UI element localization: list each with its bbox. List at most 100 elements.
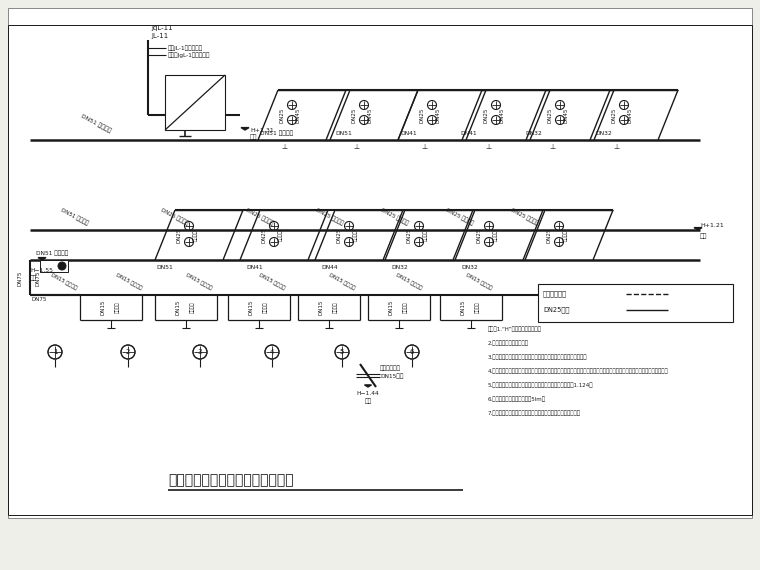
Polygon shape	[365, 385, 372, 387]
Text: DN44: DN44	[321, 265, 338, 270]
Text: 至八层JgL-1接水管接水: 至八层JgL-1接水管接水	[168, 52, 211, 58]
Text: DN25: DN25	[407, 227, 411, 243]
Text: 有质管道: 有质管道	[423, 229, 427, 241]
Text: ⊥: ⊥	[281, 144, 287, 150]
Bar	[538, 284, 733, 322]
Text: DN25接用: DN25接用	[543, 307, 569, 314]
Text: 2.地图说明详见给水总图；: 2.地图说明详见给水总图；	[488, 340, 529, 345]
Text: JL-11: JL-11	[151, 33, 168, 39]
Text: JqL-11: JqL-11	[151, 25, 173, 31]
Text: DN25 有质管道: DN25 有质管道	[445, 207, 474, 226]
Text: DN15 有质管道: DN15 有质管道	[115, 272, 143, 290]
Text: 检测: 检测	[364, 398, 372, 404]
Text: 有质管道: 有质管道	[353, 229, 357, 241]
Text: 3.卫生间内的高温消火同时局部射流安装各层完成面局部射流标准；: 3.卫生间内的高温消火同时局部射流安装各层完成面局部射流标准；	[488, 354, 587, 360]
Text: H−1.44: H−1.44	[356, 391, 379, 396]
Text: 冷热水共用表: 冷热水共用表	[543, 291, 567, 298]
Text: 检测: 检测	[250, 134, 258, 140]
Text: 7.由于用房尺寸，定位标注与平面图中盈入同，以大样图为准。: 7.由于用房尺寸，定位标注与平面图中盈入同，以大样图为准。	[488, 410, 581, 416]
Text: 3: 3	[198, 349, 202, 355]
Text: ⊥: ⊥	[549, 144, 555, 150]
Text: DN41: DN41	[400, 131, 416, 136]
Text: DN45: DN45	[563, 107, 568, 123]
Text: DN25: DN25	[546, 227, 552, 243]
Circle shape	[58, 262, 66, 270]
Text: DN32: DN32	[391, 265, 408, 270]
Text: DN41: DN41	[247, 265, 264, 270]
Text: DN15 有质管道: DN15 有质管道	[50, 272, 78, 290]
Text: DN15: DN15	[318, 300, 324, 315]
Text: DN25: DN25	[420, 107, 425, 123]
Text: DN25: DN25	[176, 227, 182, 243]
Text: DN15: DN15	[100, 300, 106, 315]
Text: 有质管道: 有质管道	[333, 302, 337, 314]
Text: ⊥: ⊥	[421, 144, 427, 150]
Text: DN45: DN45	[628, 107, 632, 123]
Text: 有质管道: 有质管道	[189, 302, 195, 314]
Text: DN25: DN25	[280, 107, 284, 123]
Text: H+1.31: H+1.31	[250, 128, 274, 132]
Text: DN51: DN51	[335, 131, 352, 136]
Text: DN25: DN25	[547, 107, 553, 123]
Text: DN32: DN32	[461, 265, 478, 270]
Text: DN25: DN25	[261, 227, 267, 243]
Text: DN51 有质管道: DN51 有质管道	[80, 113, 112, 134]
Text: 二～八层卫生间给水系统图（二）: 二～八层卫生间给水系统图（二）	[168, 473, 293, 487]
Text: 有质管道: 有质管道	[192, 229, 198, 241]
Bar	[165, 75, 225, 130]
Text: DN25 有质管道: DN25 有质管道	[315, 207, 344, 226]
Text: DN25 有质管道: DN25 有质管道	[510, 207, 540, 226]
Text: 4.给水管在室内明装，管道处处如需要管道安装折算，如需大与图示下不符应，不需要不符，应可以根据实际情况各自一面面: 4.给水管在室内明装，管道处处如需要管道安装折算，如需大与图示下不符应，不需要不…	[488, 368, 669, 373]
Text: ⊥: ⊥	[353, 144, 359, 150]
Text: DN15 有质管道: DN15 有质管道	[185, 272, 213, 290]
Text: DN75: DN75	[35, 270, 40, 286]
Text: DN15 有质管道: DN15 有质管道	[328, 272, 356, 290]
Text: DN32: DN32	[595, 131, 612, 136]
Text: DN41: DN41	[460, 131, 477, 136]
Text: 6.卫生间水管水平标高不小于5lm。: 6.卫生间水管水平标高不小于5lm。	[488, 396, 546, 402]
Text: DN25 有质管道: DN25 有质管道	[160, 207, 189, 226]
Bar	[40, 260, 68, 272]
Text: 有质管道: 有质管道	[277, 229, 283, 241]
Text: 有质管道: 有质管道	[492, 229, 498, 241]
Text: DN25: DN25	[351, 107, 356, 123]
Text: ⊥: ⊥	[613, 144, 619, 150]
Text: DN45: DN45	[368, 107, 372, 123]
Text: DN75: DN75	[17, 270, 22, 286]
Text: 有质管道: 有质管道	[562, 229, 568, 241]
Text: DN15: DN15	[388, 300, 394, 315]
Text: DN25: DN25	[477, 227, 482, 243]
Polygon shape	[241, 128, 249, 130]
Text: 5.给水支管尺寸设计图中已注明者外，均采用说明标注尺寸1.124。: 5.给水支管尺寸设计图中已注明者外，均采用说明标注尺寸1.124。	[488, 382, 594, 388]
Text: H+1.21: H+1.21	[700, 223, 724, 228]
Text: 5: 5	[340, 349, 344, 355]
Text: DN15 有质管道: DN15 有质管道	[465, 272, 492, 290]
Text: DN15: DN15	[249, 300, 254, 315]
Polygon shape	[38, 258, 46, 260]
Text: DN25 有质管道: DN25 有质管道	[380, 207, 409, 226]
Text: DN25: DN25	[337, 227, 341, 243]
Text: 2: 2	[126, 349, 130, 355]
Text: 有质管道: 有质管道	[403, 302, 407, 314]
Text: DN32: DN32	[525, 131, 542, 136]
Text: 三层JL-1接水管给水: 三层JL-1接水管给水	[168, 45, 203, 51]
Text: 最高点排气阀: 最高点排气阀	[380, 365, 401, 371]
Text: DN15 有质管道: DN15 有质管道	[395, 272, 423, 290]
Text: H−1.55: H−1.55	[30, 268, 53, 273]
Text: 检测: 检测	[30, 275, 37, 280]
Text: DN51: DN51	[157, 265, 173, 270]
Text: DN25: DN25	[483, 107, 489, 123]
Text: ⊥: ⊥	[485, 144, 491, 150]
Text: 4: 4	[270, 349, 274, 355]
Text: DN15: DN15	[461, 300, 465, 315]
Text: 6: 6	[410, 349, 414, 355]
Text: DN51 有质管道: DN51 有质管道	[260, 131, 293, 136]
Text: 有质管道: 有质管道	[474, 302, 480, 314]
Text: 检测: 检测	[700, 233, 708, 239]
Text: DN75: DN75	[32, 297, 47, 302]
Text: 说明：1.“H”为该层完成面标高；: 说明：1.“H”为该层完成面标高；	[488, 326, 542, 332]
Text: DN51 有质管道: DN51 有质管道	[60, 207, 89, 226]
Text: 1: 1	[52, 349, 57, 355]
Polygon shape	[694, 227, 702, 230]
Text: DN15接用: DN15接用	[380, 373, 404, 379]
